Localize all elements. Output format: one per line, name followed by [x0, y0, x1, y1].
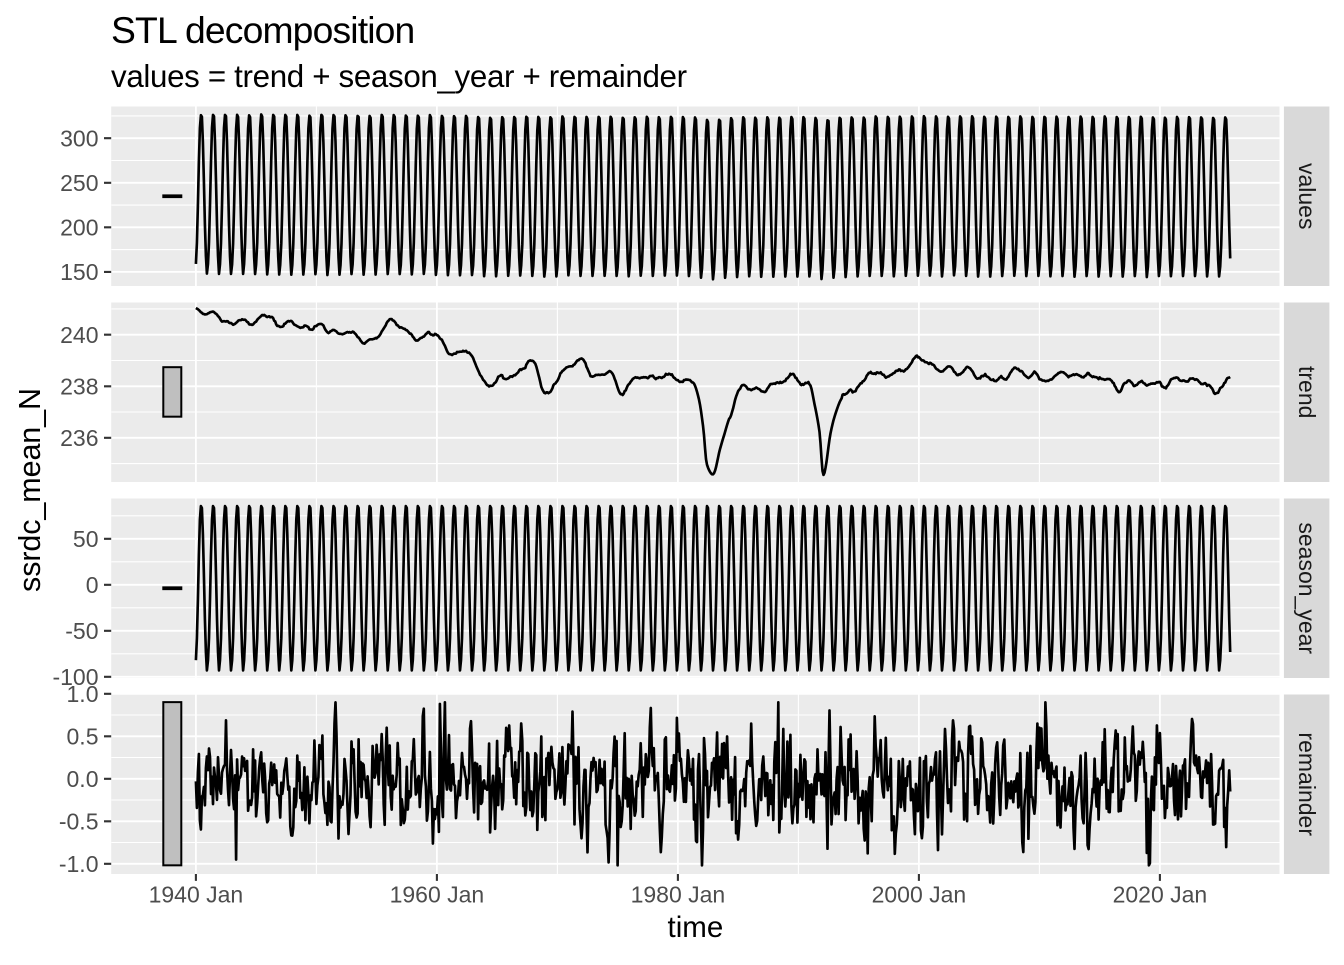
svg-text:0.5: 0.5 [67, 724, 99, 750]
svg-text:0: 0 [86, 572, 99, 598]
svg-text:0.0: 0.0 [67, 766, 99, 792]
svg-text:values = trend + season_year +: values = trend + season_year + remainder [111, 59, 687, 94]
svg-text:time: time [668, 911, 724, 944]
svg-text:236: 236 [60, 425, 98, 451]
svg-text:trend: trend [1294, 366, 1320, 418]
svg-text:300: 300 [60, 125, 98, 151]
svg-text:remainder: remainder [1294, 732, 1320, 836]
svg-text:1.0: 1.0 [67, 681, 99, 707]
svg-text:200: 200 [60, 215, 98, 241]
svg-text:1940 Jan: 1940 Jan [149, 882, 244, 908]
svg-text:-50: -50 [65, 618, 98, 644]
svg-text:240: 240 [60, 322, 98, 348]
svg-text:50: 50 [73, 526, 99, 552]
svg-text:150: 150 [60, 259, 98, 285]
svg-text:-1.0: -1.0 [59, 851, 99, 877]
svg-text:1980 Jan: 1980 Jan [631, 882, 726, 908]
svg-text:2020 Jan: 2020 Jan [1113, 882, 1208, 908]
svg-text:values: values [1294, 163, 1320, 229]
svg-text:season_year: season_year [1294, 522, 1320, 654]
svg-text:2000 Jan: 2000 Jan [872, 882, 967, 908]
svg-text:-100: -100 [52, 664, 98, 690]
svg-text:ssrdc_mean_N: ssrdc_mean_N [13, 388, 47, 592]
svg-text:238: 238 [60, 374, 98, 400]
svg-text:STL decomposition: STL decomposition [111, 9, 414, 51]
svg-text:1960 Jan: 1960 Jan [390, 882, 485, 908]
svg-text:250: 250 [60, 170, 98, 196]
svg-text:-0.5: -0.5 [59, 809, 99, 835]
